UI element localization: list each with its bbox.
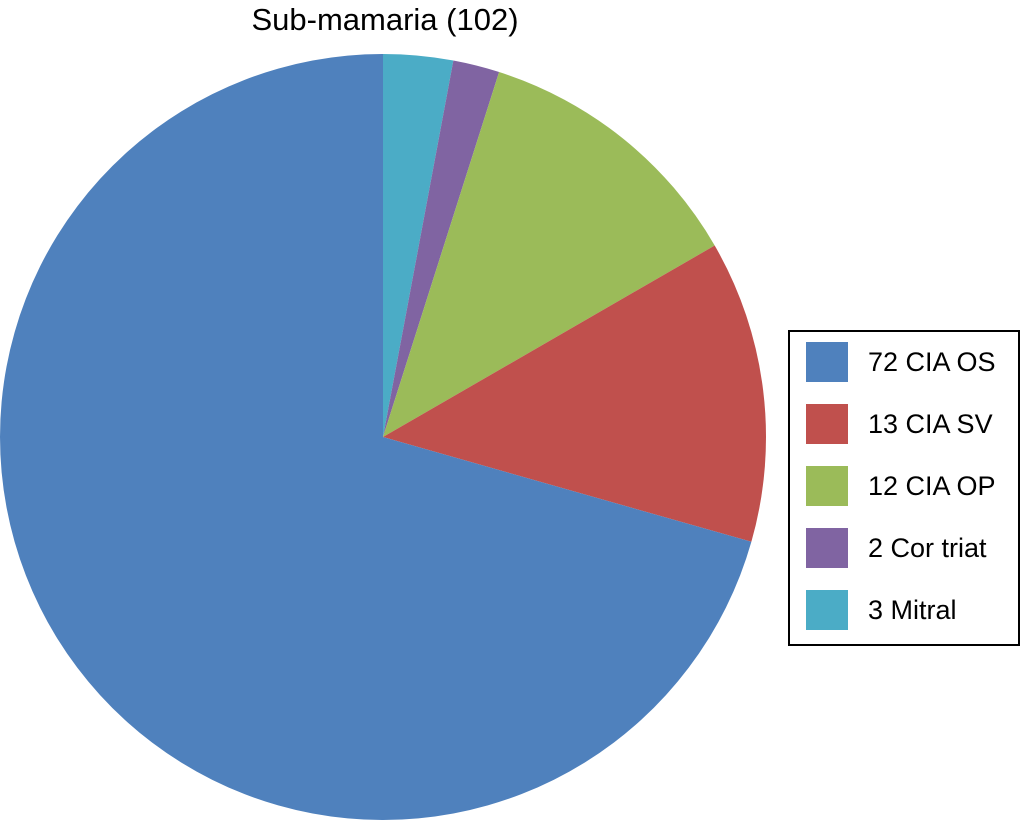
legend-label: 3 Mitral — [868, 594, 957, 625]
pie-slice-1 — [0, 54, 752, 820]
pie-slice-3 — [383, 72, 715, 438]
pie-slice-2 — [383, 245, 767, 542]
pie-slice-5 — [383, 54, 454, 437]
legend-label: 13 CIA SV — [868, 408, 993, 439]
legend-swatch — [806, 590, 848, 630]
chart-title: Sub-mamaria (102) — [251, 2, 519, 37]
legend-swatch — [806, 342, 848, 382]
legend-swatch — [806, 466, 848, 506]
legend-item: 72 CIA OS — [806, 342, 996, 382]
pie-slice-4 — [383, 60, 500, 438]
legend-swatch — [806, 404, 848, 444]
legend: 72 CIA OS 13 CIA SV 12 CIA OP 2 Cor triat 3 … — [788, 330, 1020, 646]
legend-item: 12 CIA OP — [806, 466, 996, 506]
legend-label: 72 CIA OS — [868, 346, 996, 377]
legend-swatch — [806, 528, 848, 568]
legend-label: 2 Cor triat — [868, 532, 987, 563]
legend-item: 13 CIA SV — [806, 404, 993, 444]
legend-label: 12 CIA OP — [868, 470, 996, 501]
legend-item: 2 Cor triat — [806, 528, 987, 568]
legend-item: 3 Mitral — [806, 590, 957, 630]
pie-chart — [0, 54, 767, 820]
